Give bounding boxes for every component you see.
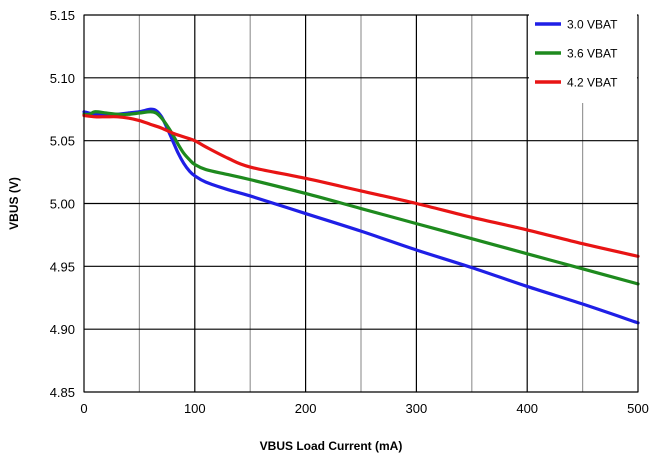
y-tick-label: 5.10	[50, 71, 75, 86]
series-line-3-6-vbat	[82, 110, 640, 286]
plot-frame	[83, 14, 639, 393]
y-tick-label: 4.95	[50, 259, 75, 274]
y-tick-label: 5.15	[50, 8, 75, 23]
y-axis-title: VBUS (V)	[7, 177, 21, 230]
legend-label: 4.2 VBAT	[567, 76, 618, 90]
series-layer	[82, 107, 640, 325]
x-tick-label: 300	[406, 401, 428, 416]
series-line-4-2-vbat	[82, 113, 640, 258]
x-tick-label: 400	[516, 401, 538, 416]
y-tick-label: 5.00	[50, 197, 75, 212]
y-tick-label: 4.90	[50, 322, 75, 337]
x-axis-title: VBUS Load Current (mA)	[260, 439, 403, 453]
x-tick-label: 200	[295, 401, 317, 416]
tick-labels: 0 100 200 300 400 500 4.85 4.90 4.95 5.00 5.05 5.10…	[50, 8, 649, 416]
legend: 3.0 VBAT 3.6 VBAT 4.2 VBAT	[529, 7, 637, 103]
y-tick-label: 4.85	[50, 385, 75, 400]
y-tick-label: 5.05	[50, 134, 75, 149]
legend-label: 3.0 VBAT	[567, 18, 618, 32]
x-tick-label: 500	[627, 401, 649, 416]
legend-label: 3.6 VBAT	[567, 47, 618, 61]
x-tick-label: 0	[80, 401, 87, 416]
x-tick-label: 100	[184, 401, 206, 416]
